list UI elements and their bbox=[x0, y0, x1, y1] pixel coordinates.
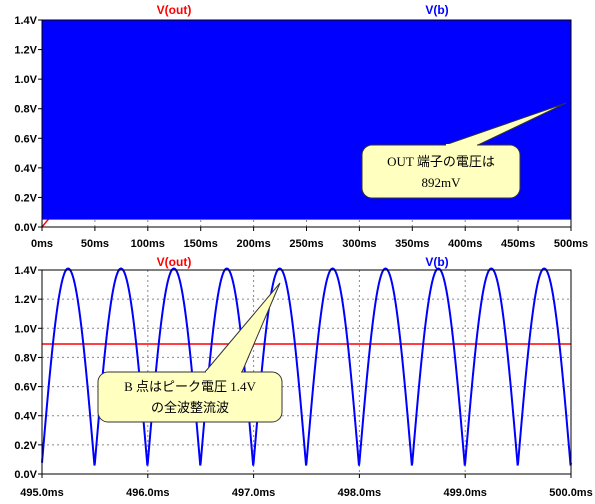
x-tick-label: 498.0ms bbox=[338, 487, 381, 499]
x-tick-label: 250ms bbox=[289, 238, 323, 250]
y-tick-label: 0.2V bbox=[14, 192, 37, 204]
y-tick-label: 0.6V bbox=[14, 133, 37, 145]
x-tick-label: 496.0ms bbox=[126, 487, 169, 499]
y-tick-label: 0.6V bbox=[14, 382, 37, 394]
trace-name-vout[interactable]: V(out) bbox=[157, 3, 192, 17]
plot-frame bbox=[41, 269, 572, 475]
x-tick-label: 500.0ms bbox=[549, 487, 592, 499]
y-tick-label: 1.2V bbox=[14, 45, 37, 57]
callout-line-2: 892mV bbox=[422, 175, 462, 190]
y-tick-label: 0.8V bbox=[14, 104, 37, 116]
y-tick-label: 1.4V bbox=[14, 15, 37, 27]
y-tick-label: 0.4V bbox=[14, 163, 37, 175]
top-plot: 0ms 50ms 100ms 150ms 200ms 250ms 300ms 350ms 400… bbox=[14, 3, 588, 250]
y-tick-label: 1.0V bbox=[14, 74, 37, 86]
annotation-callout: B 点はピーク電圧 1.4V の全波整流波 bbox=[97, 282, 283, 423]
trace-name-vb[interactable]: V(b) bbox=[425, 255, 448, 269]
annotation-callout: OUT 端子の電圧は 892mV bbox=[361, 102, 567, 199]
x-tick-label: 350ms bbox=[395, 238, 429, 250]
callout-line-1: OUT 端子の電圧は bbox=[387, 154, 495, 169]
x-tick-label: 400ms bbox=[448, 238, 482, 250]
x-tick-label: 150ms bbox=[184, 238, 218, 250]
x-tick-label: 0ms bbox=[31, 238, 53, 250]
callout-line-2: の全波整流波 bbox=[151, 400, 229, 415]
y-tick-label: 0.4V bbox=[14, 411, 37, 423]
series-vb-line bbox=[41, 267, 572, 466]
trace-name-vout[interactable]: V(out) bbox=[157, 255, 192, 269]
x-tick-label: 300ms bbox=[342, 238, 376, 250]
y-tick-label: 1.2V bbox=[14, 294, 37, 306]
y-tick-label: 1.0V bbox=[14, 323, 37, 335]
trace-name-vb[interactable]: V(b) bbox=[425, 3, 448, 17]
y-tick-label: 0.0V bbox=[14, 222, 37, 234]
x-tick-label: 450ms bbox=[501, 238, 535, 250]
y-tick-label: 0.2V bbox=[14, 440, 37, 452]
bottom-plot: 495.0ms 496.0ms 497.0ms 498.0ms 499.0ms 500.0… bbox=[14, 255, 592, 499]
y-tick-label: 0.8V bbox=[14, 352, 37, 364]
x-tick-label: 200ms bbox=[236, 238, 270, 250]
x-tick-label: 100ms bbox=[131, 238, 165, 250]
y-tick-label: 0.0V bbox=[14, 469, 37, 481]
x-tick-label: 499.0ms bbox=[443, 487, 486, 499]
y-tick-label: 1.4V bbox=[14, 265, 37, 277]
x-tick-label: 50ms bbox=[81, 238, 109, 250]
x-tick-label: 497.0ms bbox=[232, 487, 275, 499]
callout-line-1: B 点はピーク電圧 1.4V bbox=[124, 379, 256, 394]
x-tick-label: 500ms bbox=[554, 238, 588, 250]
x-tick-label: 495.0ms bbox=[20, 487, 63, 499]
